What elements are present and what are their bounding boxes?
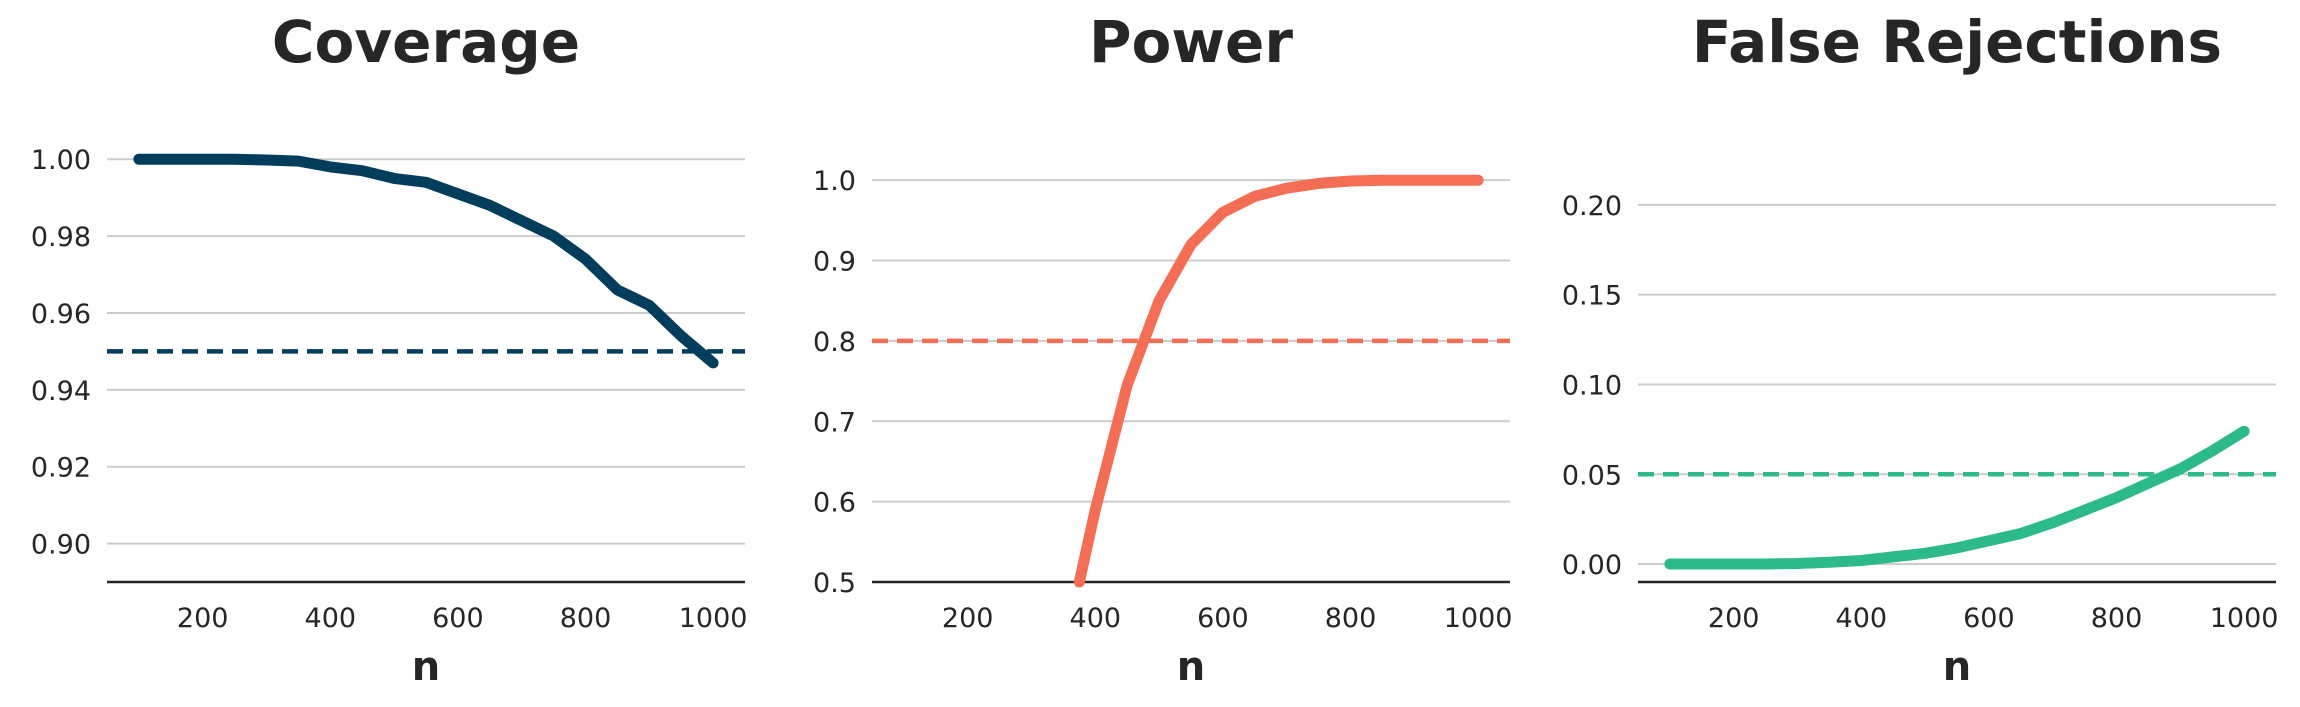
y-tick-label: 0.6 xyxy=(813,488,856,519)
x-tick-label: 400 xyxy=(1836,603,1888,634)
x-tick-label: 400 xyxy=(305,603,357,634)
y-tick-label: 0.96 xyxy=(31,299,91,330)
x-tick-label: 1000 xyxy=(2210,603,2279,634)
y-tick-label: 0.10 xyxy=(1562,370,1622,401)
x-tick-label: 600 xyxy=(432,603,484,634)
y-tick-label: 0.20 xyxy=(1562,191,1622,222)
series-line xyxy=(1073,174,1484,588)
y-tick-label: 0.8 xyxy=(813,327,856,358)
x-tick-label: 800 xyxy=(1325,603,1377,634)
x-axis-label: n xyxy=(1177,644,1205,690)
coverage-panel: Coverage n 0.90 0.92 0.94 0.96 0.98 1.00 200 40… xyxy=(31,8,748,690)
x-axis-label: n xyxy=(1943,644,1971,690)
chart-title: Power xyxy=(1089,8,1293,76)
x-tick-label: 200 xyxy=(177,603,229,634)
y-tick-label: 0.05 xyxy=(1562,460,1622,491)
y-tick-label: 0.92 xyxy=(31,453,91,484)
x-tick-label: 600 xyxy=(1963,603,2015,634)
y-tick-label: 0.94 xyxy=(31,376,91,407)
x-tick-label: 200 xyxy=(942,603,994,634)
y-tick-label: 0.7 xyxy=(813,407,856,438)
x-tick-label: 800 xyxy=(560,603,612,634)
y-tick-label: 0.15 xyxy=(1562,281,1622,312)
x-tick-label: 1000 xyxy=(679,603,748,634)
chart-title: False Rejections xyxy=(1692,8,2222,76)
y-tick-label: 0.5 xyxy=(813,568,856,599)
y-tick-label: 0.98 xyxy=(31,222,91,253)
x-axis-label: n xyxy=(412,644,440,690)
x-tick-label: 1000 xyxy=(1444,603,1513,634)
x-tick-label: 800 xyxy=(2091,603,2143,634)
chart-title: Coverage xyxy=(272,8,580,76)
x-tick-label: 600 xyxy=(1197,603,1249,634)
x-tick-label: 200 xyxy=(1708,603,1760,634)
power-panel: Power n 0.5 0.6 0.7 0.8 0.9 1.0 200 400 600 800 10… xyxy=(813,8,1512,690)
x-tick-label: 400 xyxy=(1070,603,1122,634)
y-tick-label: 0.90 xyxy=(31,530,91,561)
series-line xyxy=(133,153,719,369)
y-tick-label: 0.9 xyxy=(813,247,856,278)
series-line xyxy=(1664,425,2250,570)
false-rejections-panel: False Rejections n 0.00 0.05 0.10 0.15 0.20 2… xyxy=(1562,8,2279,690)
y-tick-label: 1.0 xyxy=(813,166,856,197)
y-tick-label: 1.00 xyxy=(31,145,91,176)
y-tick-label: 0.00 xyxy=(1562,550,1622,581)
